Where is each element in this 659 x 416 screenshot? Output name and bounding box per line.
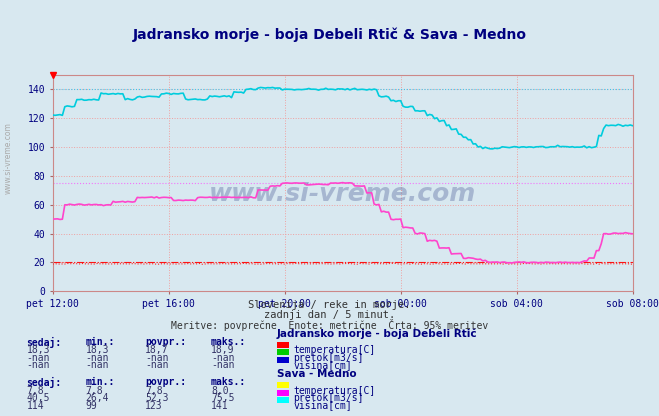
Text: Jadransko morje - boja Debeli Rtič & Sava - Medno: Jadransko morje - boja Debeli Rtič & Sav… bbox=[132, 27, 527, 42]
Text: min.:: min.: bbox=[86, 377, 115, 387]
Text: 75,5: 75,5 bbox=[211, 393, 235, 403]
Text: 123: 123 bbox=[145, 401, 163, 411]
Text: temperatura[C]: temperatura[C] bbox=[293, 386, 376, 396]
Text: www.si-vreme.com: www.si-vreme.com bbox=[209, 182, 476, 206]
Text: -nan: -nan bbox=[86, 360, 109, 370]
Text: 18,3: 18,3 bbox=[26, 345, 50, 355]
Text: 26,4: 26,4 bbox=[86, 393, 109, 403]
Text: 7,8: 7,8 bbox=[26, 386, 44, 396]
Text: zadnji dan / 5 minut.: zadnji dan / 5 minut. bbox=[264, 310, 395, 319]
Text: -nan: -nan bbox=[86, 353, 109, 363]
Text: sedaj:: sedaj: bbox=[26, 377, 61, 389]
Text: sedaj:: sedaj: bbox=[26, 337, 61, 348]
Text: višina[cm]: višina[cm] bbox=[293, 360, 352, 371]
Text: 7,8: 7,8 bbox=[145, 386, 163, 396]
Text: -nan: -nan bbox=[145, 360, 169, 370]
Text: 99: 99 bbox=[86, 401, 98, 411]
Text: pretok[m3/s]: pretok[m3/s] bbox=[293, 393, 364, 403]
Text: Sava - Medno: Sava - Medno bbox=[277, 369, 357, 379]
Text: pretok[m3/s]: pretok[m3/s] bbox=[293, 353, 364, 363]
Text: maks.:: maks.: bbox=[211, 337, 246, 347]
Text: -nan: -nan bbox=[211, 360, 235, 370]
Text: povpr.:: povpr.: bbox=[145, 377, 186, 387]
Text: -nan: -nan bbox=[26, 353, 50, 363]
Text: -nan: -nan bbox=[26, 360, 50, 370]
Text: min.:: min.: bbox=[86, 337, 115, 347]
Text: 52,3: 52,3 bbox=[145, 393, 169, 403]
Text: 141: 141 bbox=[211, 401, 229, 411]
Text: Slovenija / reke in morje.: Slovenija / reke in morje. bbox=[248, 300, 411, 310]
Text: 8,0: 8,0 bbox=[211, 386, 229, 396]
Text: -nan: -nan bbox=[145, 353, 169, 363]
Text: 7,8: 7,8 bbox=[86, 386, 103, 396]
Text: www.si-vreme.com: www.si-vreme.com bbox=[3, 122, 13, 194]
Text: Meritve: povprečne  Enote: metrične  Črta: 95% meritev: Meritve: povprečne Enote: metrične Črta:… bbox=[171, 319, 488, 331]
Text: 18,7: 18,7 bbox=[145, 345, 169, 355]
Text: maks.:: maks.: bbox=[211, 377, 246, 387]
Text: 40,5: 40,5 bbox=[26, 393, 50, 403]
Text: Jadransko morje - boja Debeli Rtič: Jadransko morje - boja Debeli Rtič bbox=[277, 329, 477, 339]
Text: temperatura[C]: temperatura[C] bbox=[293, 345, 376, 355]
Text: 18,9: 18,9 bbox=[211, 345, 235, 355]
Text: -nan: -nan bbox=[211, 353, 235, 363]
Text: višina[cm]: višina[cm] bbox=[293, 401, 352, 411]
Text: 18,3: 18,3 bbox=[86, 345, 109, 355]
Text: 114: 114 bbox=[26, 401, 44, 411]
Text: povpr.:: povpr.: bbox=[145, 337, 186, 347]
